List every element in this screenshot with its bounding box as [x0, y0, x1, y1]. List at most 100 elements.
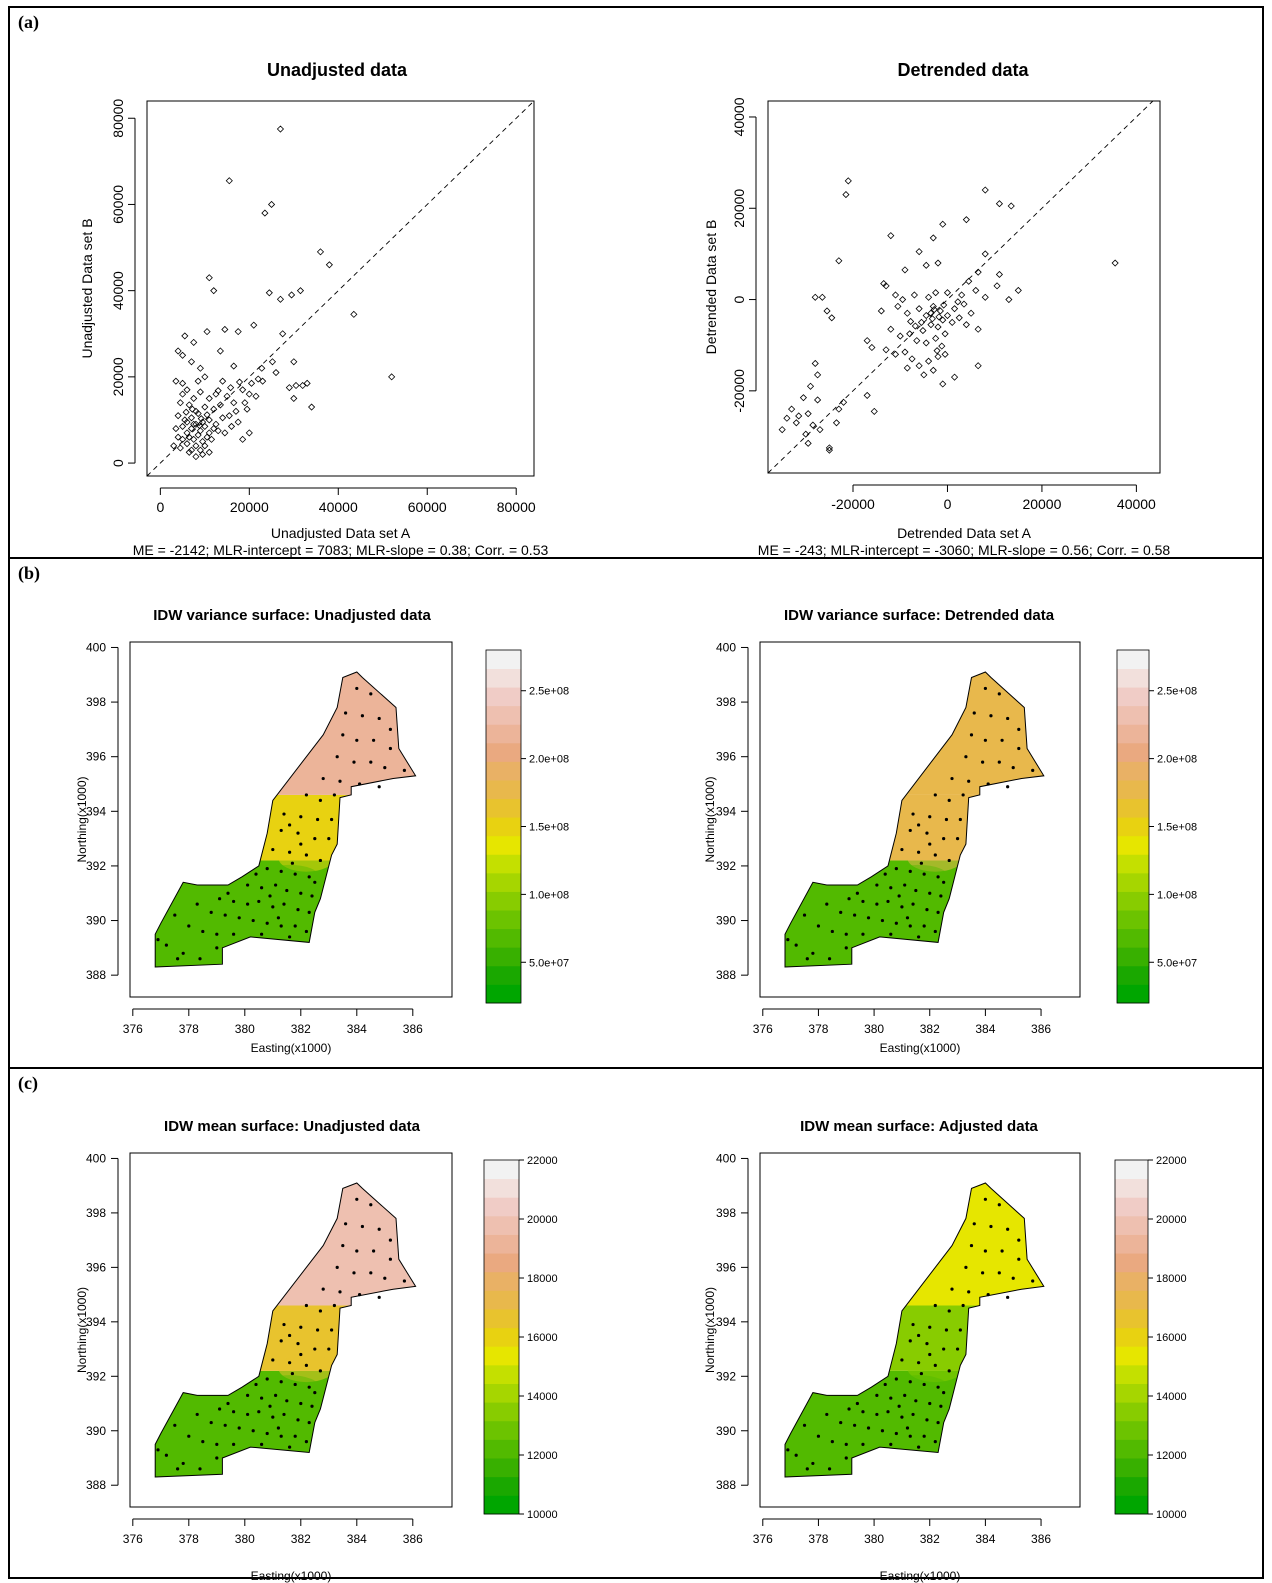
y-tick-label: 394 [86, 1315, 106, 1329]
legend-swatch [484, 1383, 519, 1403]
sample-point [215, 946, 219, 950]
data-point [792, 419, 800, 427]
sample-point [232, 932, 236, 936]
sample-point [187, 924, 191, 928]
sample-point [917, 1333, 921, 1338]
sample-point [861, 932, 865, 936]
legend-tick-label: 20000 [1156, 1214, 1187, 1226]
data-point [303, 379, 311, 387]
data-point [941, 350, 949, 358]
data-point [174, 347, 182, 355]
data-point [194, 377, 202, 385]
legend-tick-label: 18000 [527, 1273, 558, 1285]
x-tick-label: 386 [403, 1022, 423, 1036]
data-point [891, 291, 900, 299]
legend-swatch [1115, 1495, 1148, 1515]
x-tick-label: 384 [975, 1532, 995, 1546]
data-point [993, 282, 1001, 290]
legend-swatch [1115, 1346, 1148, 1366]
sample-point [922, 924, 926, 928]
data-point [887, 232, 895, 240]
sample-point [265, 921, 269, 925]
data-point [276, 295, 285, 303]
y-tick-label: 394 [86, 804, 106, 818]
data-point [181, 416, 189, 424]
y-tick-label: 400 [86, 640, 106, 654]
x-axis-label: Easting(x1000) [880, 1569, 961, 1583]
y-tick-label: 398 [86, 695, 106, 709]
sample-point [232, 899, 236, 904]
data-point [882, 346, 890, 354]
sample-point [905, 916, 910, 920]
sample-point [844, 1456, 848, 1460]
sample-point [338, 779, 342, 783]
data-point [804, 410, 812, 418]
legend-swatch [486, 835, 521, 855]
sample-point [917, 823, 921, 827]
sample-point [958, 817, 962, 822]
data-point [896, 332, 904, 340]
data-point [891, 350, 900, 358]
data-point [258, 364, 266, 372]
sample-point [215, 1442, 219, 1446]
y-axis-label: Northing(x1000) [75, 776, 89, 862]
sample-point [875, 883, 879, 887]
data-point [299, 381, 307, 390]
panel-label: (a) [18, 12, 39, 32]
sample-point [296, 908, 300, 912]
legend-swatch [1117, 724, 1149, 744]
sample-point [173, 1423, 177, 1427]
sample-point [276, 916, 280, 920]
data-point [783, 414, 791, 422]
sample-point [271, 1415, 275, 1419]
legend-swatch [1117, 817, 1149, 837]
data-point [943, 311, 952, 320]
sample-point [299, 842, 303, 846]
sample-point [293, 872, 297, 876]
legend-swatch [1115, 1476, 1148, 1496]
data-point [938, 342, 946, 350]
sample-point [983, 738, 987, 742]
data-point [955, 314, 963, 322]
sample-point [307, 875, 311, 879]
data-point [899, 295, 907, 304]
sample-point [908, 1434, 912, 1438]
sample-point [274, 883, 278, 887]
sample-point [372, 1249, 376, 1253]
legend-swatch [1117, 780, 1149, 800]
sample-point [911, 1322, 915, 1327]
data-point [188, 405, 196, 413]
sample-point [969, 733, 974, 737]
panel-label: (c) [18, 1073, 38, 1093]
data-point [388, 373, 396, 381]
sample-point [265, 1377, 269, 1381]
legend-swatch [1117, 835, 1149, 855]
sample-point [173, 913, 177, 917]
data-point [247, 379, 256, 387]
data-point [804, 439, 812, 447]
sample-point [894, 1431, 898, 1436]
sample-point [257, 899, 261, 904]
sample-point [296, 831, 300, 835]
legend-tick-label: 14000 [1156, 1391, 1187, 1403]
data-point [252, 392, 260, 400]
data-point [234, 418, 242, 426]
sample-point [341, 733, 345, 737]
sample-point [355, 1197, 359, 1201]
x-tick-label: 378 [179, 1022, 199, 1036]
data-point [925, 357, 933, 365]
sample-point [889, 1396, 893, 1400]
sample-point [794, 1453, 798, 1457]
sample-point [825, 1412, 829, 1417]
legend-swatch [484, 1420, 519, 1440]
data-point [316, 248, 325, 256]
plot-frame [129, 641, 453, 998]
legend-swatch [484, 1327, 519, 1347]
data-point [995, 270, 1003, 279]
sample-point [908, 1339, 912, 1343]
legend-swatch [1117, 761, 1149, 781]
data-point [974, 362, 982, 370]
data-point [261, 209, 269, 217]
data-point [179, 390, 187, 398]
